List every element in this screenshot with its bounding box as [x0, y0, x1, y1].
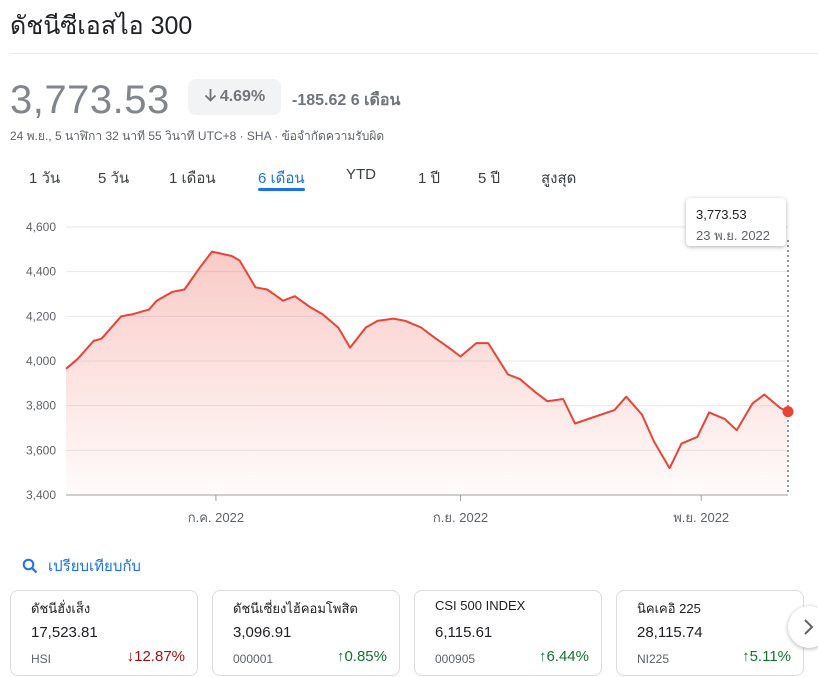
arrow-up-icon: ↑	[538, 648, 547, 665]
change-absolute: -185.62 6 เดือน	[292, 92, 401, 109]
compare-card-hsi[interactable]: ดัชนีฮั่งเส็ง 17,523.81 HSI ↓12.87%	[10, 590, 198, 676]
card-name: ดัชนีฮั่งเส็ง	[31, 601, 91, 616]
card-change: ↑0.85%	[337, 648, 387, 665]
compare-card-csi500[interactable]: CSI 500 INDEX 6,115.61 000905 ↑6.44%	[414, 590, 602, 676]
y-tick-label: 4,000	[26, 354, 56, 368]
arrow-down-icon: ↓	[126, 648, 135, 665]
change-percent-badge: 4.69%	[188, 79, 281, 115]
compare-card-shanghai[interactable]: ดัชนีเซี่ยงไฮ้คอมโพสิต 3,096.91 000001 ↑…	[212, 590, 400, 676]
tab-ytd[interactable]: YTD	[346, 166, 376, 183]
compare-link[interactable]: เปรียบเทียบกับ	[22, 554, 141, 578]
next-cards-button[interactable]	[788, 606, 818, 648]
tab-1-month[interactable]: 1 เดือน	[169, 170, 216, 187]
page-title: ดัชนีซีเอสไอ 300	[10, 12, 193, 40]
card-change-value: 12.87%	[134, 648, 185, 665]
card-change: ↑5.11%	[742, 648, 791, 665]
price-area-fill	[66, 251, 788, 495]
card-change-value: 5.11%	[749, 648, 791, 665]
current-point-marker	[782, 406, 794, 418]
y-tick-label: 3,800	[26, 399, 56, 413]
tab-5-days[interactable]: 5 วัน	[98, 170, 130, 187]
card-value: 3,096.91	[233, 624, 292, 641]
card-change: ↑6.44%	[539, 648, 589, 665]
x-tick-label: ก.ย. 2022	[433, 510, 488, 525]
tab-max[interactable]: สูงสุด	[541, 170, 577, 187]
chevron-right-icon	[804, 619, 814, 635]
arrow-up-icon: ↑	[336, 648, 345, 665]
y-tick-label: 4,400	[26, 265, 56, 279]
arrow-up-icon: ↑	[742, 648, 750, 665]
card-change: ↓12.87%	[127, 648, 185, 665]
card-change-value: 6.44%	[546, 648, 589, 665]
quote-meta: 24 พ.ย., 5 นาฬิกา 32 นาที 55 วินาที UTC+…	[10, 129, 385, 143]
tooltip-value: 3,773.53	[696, 207, 747, 222]
current-price: 3,773.53	[10, 78, 170, 122]
header-divider	[10, 53, 818, 54]
card-name: ดัชนีเซี่ยงไฮ้คอมโพสิต	[233, 601, 358, 616]
x-tick-label: ก.ค. 2022	[188, 510, 244, 525]
card-name: CSI 500 INDEX	[435, 598, 526, 613]
arrow-down-icon	[204, 88, 217, 107]
compare-label: เปรียบเทียบกับ	[48, 558, 141, 575]
compare-card-nikkei[interactable]: นิคเคอิ 225 28,115.74 NI225 ↑5.11%	[616, 590, 804, 676]
x-tick-label: พ.ย. 2022	[673, 510, 729, 525]
y-tick-label: 4,200	[26, 309, 56, 323]
tooltip-date: 23 พ.ย. 2022	[696, 228, 771, 243]
card-symbol: 000001	[233, 652, 274, 666]
card-symbol: NI225	[637, 652, 670, 666]
card-change-value: 0.85%	[344, 648, 387, 665]
tab-5-years[interactable]: 5 ปี	[478, 170, 501, 187]
price-line	[65, 250, 789, 470]
price-chart[interactable]: 4,600 4,400 4,200 4,000 3,800 3,600 3,400 ก.ค. …	[0, 190, 818, 530]
card-value: 17,523.81	[31, 624, 98, 641]
y-tick-label: 3,400	[26, 488, 56, 502]
card-value: 6,115.61	[435, 624, 493, 641]
tab-1-day[interactable]: 1 วัน	[29, 170, 61, 187]
card-name: นิคเคอิ 225	[637, 601, 701, 616]
card-symbol: HSI	[31, 652, 52, 666]
search-icon	[22, 558, 38, 574]
y-tick-label: 4,600	[26, 220, 56, 234]
tab-1-year[interactable]: 1 ปี	[418, 170, 441, 187]
chart-tooltip: 3,773.53 23 พ.ย. 2022	[686, 198, 786, 246]
card-symbol: 000905	[435, 652, 476, 666]
card-value: 28,115.74	[637, 624, 703, 641]
y-tick-label: 3,600	[26, 443, 56, 457]
tab-6-months[interactable]: 6 เดือน	[258, 166, 305, 191]
change-percent: 4.69%	[219, 88, 266, 105]
